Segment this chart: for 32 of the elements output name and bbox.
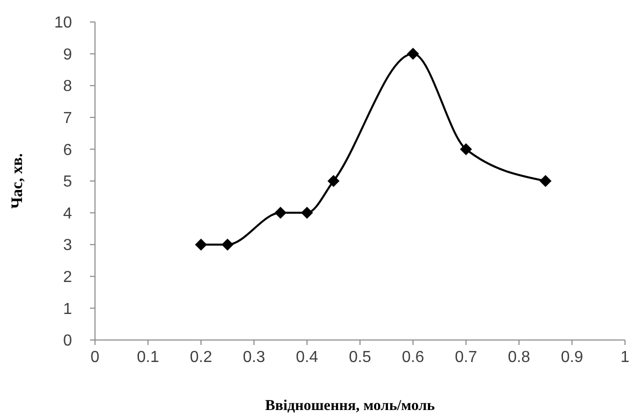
x-tick-label: 0.8 (508, 349, 530, 366)
x-tick-label: 0.2 (190, 349, 212, 366)
point (274, 206, 286, 219)
x-tick-label: 1 (620, 349, 630, 366)
x-tick-label: 0 (90, 349, 100, 366)
point (460, 143, 472, 156)
y-tick-label: 2 (63, 269, 72, 286)
y-axis-title: Час, хв. (9, 153, 26, 209)
y-tick-label: 3 (63, 237, 72, 254)
point (328, 175, 340, 187)
point (222, 238, 234, 251)
point (540, 175, 552, 187)
x-tick-label: 0.5 (348, 349, 372, 366)
x-tick-label: 0.4 (296, 349, 318, 366)
x-tick-label: 0.6 (402, 349, 424, 366)
y-tick-label: 8 (63, 78, 72, 96)
point (301, 206, 313, 219)
x-tick-label: 0.3 (242, 349, 266, 366)
y-tick-label: 4 (63, 205, 72, 222)
x-axis-title: Ввідношення, моль/моль (265, 398, 435, 414)
y-tick-label: 9 (63, 46, 72, 64)
y-tick-label: 0 (63, 332, 72, 350)
y-tick-label: 5 (63, 174, 72, 191)
x-tick-label: 0.1 (136, 349, 160, 366)
y-tick-label: 7 (63, 110, 72, 127)
y-tick-label: 6 (63, 142, 72, 159)
point (195, 238, 207, 251)
x-tick-label: 0.7 (454, 349, 478, 366)
x-tick-label: 0.9 (560, 349, 584, 366)
point (407, 48, 419, 60)
y-tick-label: 1 (63, 300, 72, 318)
y-tick-label: 10 (54, 14, 72, 32)
